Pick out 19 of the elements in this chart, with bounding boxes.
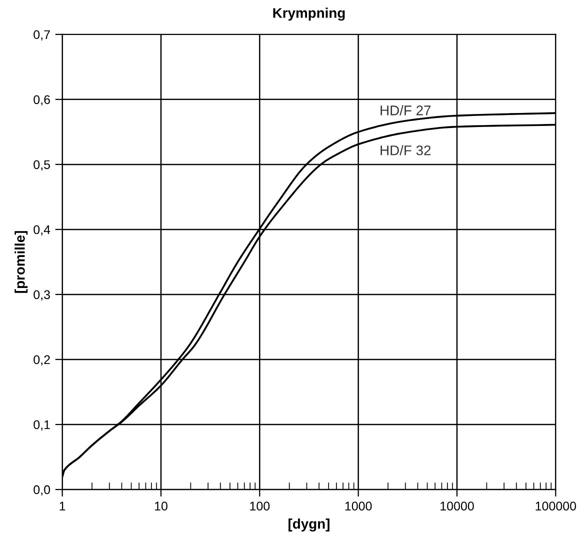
x-tick-label: 1 <box>60 502 66 510</box>
y-tick-label: 0,5 <box>34 160 50 171</box>
y-tick-label: 0,7 <box>34 30 50 41</box>
y-tick-label: 0,3 <box>34 290 50 301</box>
y-tick-label: 0,0 <box>34 485 50 496</box>
y-tick-label: 0,2 <box>34 355 50 366</box>
x-tick-label: 100000 <box>536 502 576 510</box>
x-tick-label: 10 <box>154 502 168 510</box>
y-axis-title: [promille] <box>14 231 28 293</box>
x-tick-label: 10000 <box>440 502 474 510</box>
x-axis-title: [dygn] <box>288 518 330 532</box>
chart-title: Krympning <box>273 8 345 21</box>
y-tick-label: 0,4 <box>34 225 50 236</box>
x-tick-label: 1000 <box>345 502 372 510</box>
series-label: HD/F 27 <box>380 105 431 116</box>
y-tick-label: 0,6 <box>34 95 50 106</box>
x-tick-label: 100 <box>250 502 270 510</box>
series-label: HD/F 32 <box>380 145 431 156</box>
y-tick-label: 0,1 <box>34 420 50 431</box>
